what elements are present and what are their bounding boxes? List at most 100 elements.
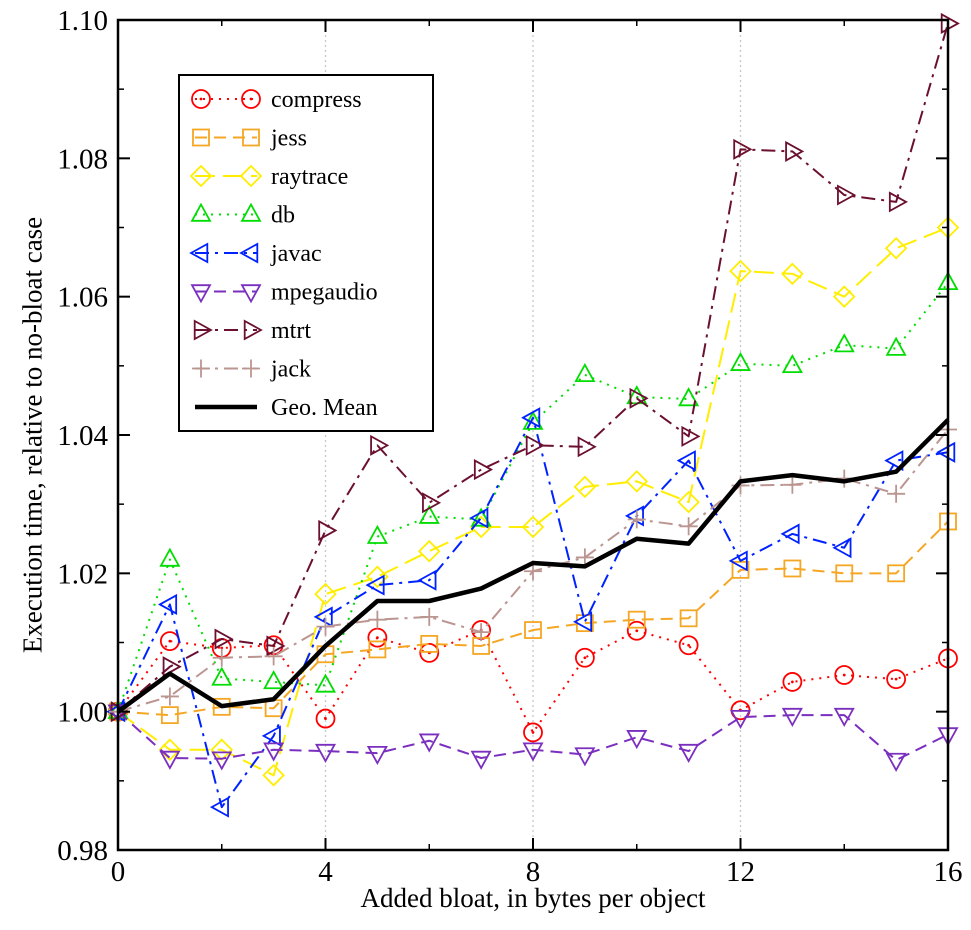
data-point: [210, 738, 234, 761]
data-point: [678, 635, 699, 656]
x-axis-title: Added bloat, in bytes per object: [361, 883, 706, 913]
data-point: [318, 519, 338, 541]
data-point: [368, 640, 387, 659]
data-point: [679, 609, 698, 628]
data-point: [681, 425, 701, 447]
data-point: [209, 796, 229, 818]
legend-label: Geo. Mean: [271, 395, 378, 421]
legend-label: mtrt: [271, 318, 311, 344]
legend-marker: [242, 359, 260, 378]
data-point: [574, 362, 596, 383]
data-point: [577, 436, 597, 458]
data-point: [885, 752, 907, 772]
data-point-dot: [790, 680, 794, 684]
data-point: [833, 333, 855, 353]
data-point: [573, 475, 597, 499]
axis-ticks: [117, 19, 949, 851]
series-line: [117, 520, 949, 717]
data-point: [834, 665, 855, 685]
data-point: [678, 743, 700, 763]
legend-item: raytrace: [189, 164, 348, 190]
legend-label: jess: [270, 126, 307, 152]
data-point: [316, 617, 335, 636]
data-point: [624, 505, 644, 527]
data-point: [575, 548, 594, 567]
data-point: [521, 515, 545, 539]
data-point: [314, 743, 337, 763]
data-point: [314, 582, 337, 606]
data-point: [366, 565, 389, 589]
data-point: [158, 738, 182, 761]
series-group: [106, 12, 960, 818]
data-point: [366, 524, 388, 544]
data-point: [212, 648, 231, 667]
data-point: [936, 441, 956, 463]
data-point: [261, 725, 281, 747]
legend-marker: [239, 164, 263, 188]
data-point-dot: [894, 677, 898, 681]
y-tick-label: 1.10: [57, 5, 108, 37]
legend-item: mtrt: [193, 318, 311, 344]
data-point: [781, 707, 803, 727]
legend: compress jess raytrace db javac mpegaudio mtrt…: [178, 74, 434, 432]
data-point: [211, 751, 233, 771]
data-point: [417, 569, 437, 591]
data-point: [419, 642, 440, 663]
legend-marker: [242, 128, 260, 147]
y-axis-title: Execution time, relative to no-bloat cas…: [17, 217, 47, 653]
series-line: [117, 23, 949, 713]
data-point: [888, 191, 908, 213]
data-point: [262, 764, 285, 787]
legend-marker: [192, 128, 210, 147]
data-point: [470, 750, 492, 770]
data-point: [626, 620, 647, 641]
y-tick-label: 1.02: [57, 558, 108, 590]
y-tick-label: 1.08: [57, 143, 108, 175]
data-point-dot: [531, 731, 535, 734]
data-point: [263, 670, 285, 690]
data-point: [420, 607, 439, 626]
data-point: [729, 710, 752, 730]
data-point: [728, 550, 748, 572]
data-point: [523, 722, 543, 743]
data-point: [160, 706, 179, 725]
data-point: [159, 547, 181, 567]
data-point-dot: [168, 639, 172, 643]
legend-label: compress: [271, 87, 362, 113]
data-point-dot: [687, 643, 691, 647]
data-point: [470, 507, 492, 527]
data-point: [472, 623, 491, 642]
y-tick-label: 0.98: [57, 835, 108, 867]
data-point: [884, 450, 904, 472]
data-point: [469, 507, 489, 529]
data-point: [313, 606, 333, 628]
data-point: [368, 610, 387, 629]
data-point: [417, 539, 441, 563]
legend-marker: [240, 202, 262, 222]
y-tick-label: 1.04: [57, 420, 108, 452]
data-point: [162, 656, 182, 678]
data-point: [676, 450, 696, 472]
legend-item: jack: [192, 357, 311, 383]
data-point: [678, 387, 700, 407]
data-point: [574, 647, 595, 668]
data-point: [886, 669, 907, 690]
data-point: [159, 750, 181, 770]
data-point: [832, 537, 852, 559]
data-point: [418, 733, 440, 753]
series-geo-mean: [116, 418, 950, 714]
data-point-dot: [842, 673, 846, 677]
legend-item: db: [190, 202, 295, 229]
legend-item: Geo. Mean: [195, 395, 378, 421]
legend-marker: [191, 89, 211, 109]
series-line: [116, 418, 950, 714]
series-line: [117, 226, 949, 777]
tick-labels: 0 4 8 12 16 0.98 1.00 1.02 1.04 1.06 1.08 1.10: [57, 5, 962, 888]
data-point: [158, 593, 178, 615]
data-point: [263, 742, 285, 762]
data-point: [370, 434, 390, 456]
legend-item: jess: [192, 126, 307, 152]
data-point: [314, 673, 337, 693]
data-point: [522, 742, 544, 762]
legend-item: javac: [189, 241, 322, 267]
